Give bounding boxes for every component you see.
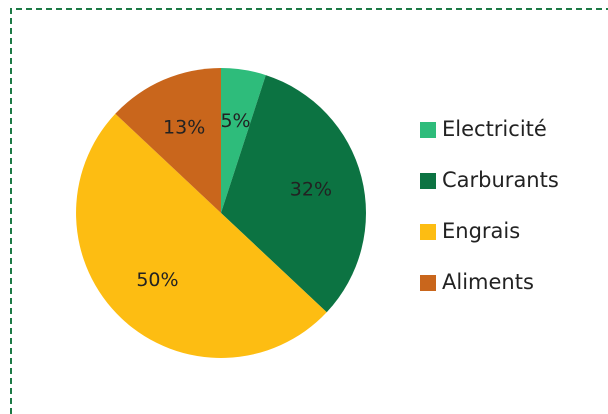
dashed-frame	[10, 8, 608, 414]
slice-label: 32%	[290, 178, 332, 200]
legend-label: Engrais	[442, 219, 520, 243]
legend-label: Aliments	[442, 270, 534, 294]
legend-swatch	[420, 122, 436, 138]
pie-slice	[115, 68, 221, 213]
pie-slice	[221, 68, 266, 213]
legend-label: Carburants	[442, 168, 559, 192]
slice-label: 13%	[163, 116, 205, 138]
legend: Electricité Carburants Engrais Aliments	[420, 117, 559, 294]
legend-swatch	[420, 173, 436, 189]
pie-slice	[76, 113, 327, 358]
slice-label: 5%	[220, 110, 250, 132]
pie: 5% 32% 50% 13%	[76, 68, 366, 358]
legend-swatch	[420, 275, 436, 291]
legend-swatch	[420, 224, 436, 240]
legend-label: Electricité	[442, 117, 547, 141]
pie-slice	[221, 75, 366, 313]
slice-label: 50%	[136, 269, 178, 291]
